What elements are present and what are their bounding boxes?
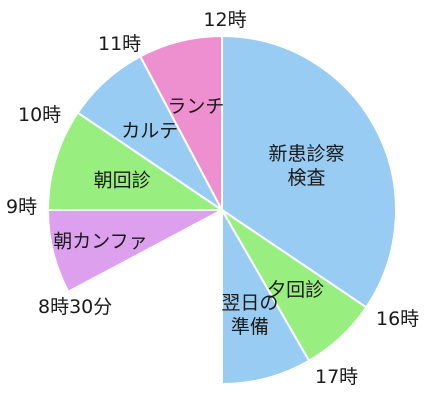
hour-label-6: 11時 xyxy=(98,33,141,55)
pie-slice-0 xyxy=(221,34,397,309)
slice-label-4: 朝回診 xyxy=(94,169,151,191)
slice-label-3: 朝カンファ xyxy=(53,230,147,252)
slice-label-2: 翌日の準備 xyxy=(221,292,278,338)
slice-label-1: 夕回診 xyxy=(267,279,324,301)
hour-label-1: 16時 xyxy=(376,308,419,330)
hour-label-2: 17時 xyxy=(315,366,358,388)
hour-label-0: 12時 xyxy=(203,9,246,31)
hour-label-3: 8時30分 xyxy=(38,296,112,318)
pie-slice-6 xyxy=(138,34,223,211)
hour-label-4: 9時 xyxy=(6,196,37,218)
slice-label-0: 新患診察検査 xyxy=(268,143,344,189)
pie-slice-2 xyxy=(221,206,311,386)
pie-slice-4 xyxy=(46,111,226,211)
slice-label-5: カルテ xyxy=(121,120,178,142)
hour-label-5: 10時 xyxy=(18,104,61,126)
slice-label-6: ランチ xyxy=(167,95,224,117)
